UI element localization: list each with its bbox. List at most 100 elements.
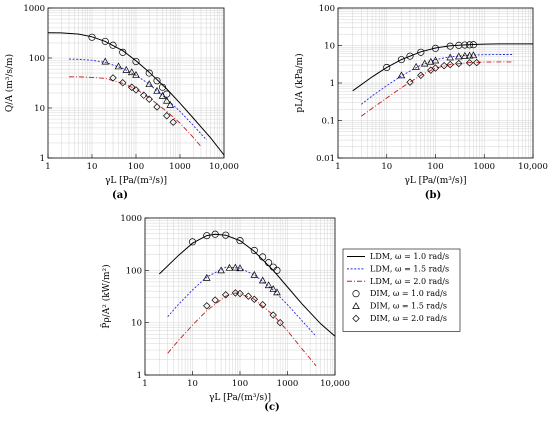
data-marker-triangle <box>273 288 281 296</box>
data-marker-circle <box>431 44 440 52</box>
x-tick-label: 1000 <box>277 379 299 389</box>
data-marker-triangle <box>132 70 140 78</box>
data-marker-triangle <box>162 96 171 104</box>
data-marker-diamond <box>109 74 117 82</box>
legend-entry-label: DIM, ω = 1.5 rad/s <box>370 302 447 311</box>
data-marker-triangle <box>250 270 259 278</box>
data-marker-triangle <box>217 266 225 274</box>
legend-entry-label: DIM, ω = 1.0 rad/s <box>370 289 447 298</box>
legend-entry-label: LDM, ω = 1.5 rad/s <box>370 264 449 273</box>
data-marker-circle <box>109 41 117 49</box>
data-marker-circle <box>383 63 391 71</box>
series-line-2 <box>167 266 317 337</box>
data-marker-circle <box>259 253 267 261</box>
data-marker-triangle <box>465 51 474 59</box>
data-marker-circle <box>119 48 127 56</box>
data-marker-triangle <box>145 80 154 88</box>
y-tick-label: 10 <box>131 319 142 329</box>
series-line-1 <box>158 233 336 337</box>
data-marker-diamond <box>431 64 440 72</box>
data-marker-diamond <box>211 296 219 304</box>
legend-marker-circle <box>352 290 360 298</box>
data-marker-triangle <box>225 263 234 271</box>
x-tick-label: 10 <box>381 162 392 172</box>
x-tick-label: 10,000 <box>518 162 548 172</box>
series-line-1 <box>47 32 225 156</box>
data-marker-circle <box>250 246 258 254</box>
data-marker-triangle <box>166 101 175 108</box>
data-marker-triangle <box>258 276 267 284</box>
chart-panel-b: 1 10 100 1000 10,000 0.01 0.1 1 10 100 γL [Pa/(m³/… <box>294 4 548 201</box>
y-tick-label: 1000 <box>120 214 142 224</box>
data-marker-diamond <box>269 311 277 319</box>
data-marker-circle <box>88 33 96 41</box>
data-marker-circle <box>236 237 244 245</box>
data-marker-triangle <box>269 285 277 292</box>
data-marker-diamond <box>132 86 140 94</box>
data-marker-circle <box>222 231 230 239</box>
series-line-2 <box>361 54 514 105</box>
data-marker-triangle <box>203 273 211 281</box>
data-marker-circle <box>461 41 469 49</box>
y-tick-label: 1 <box>40 154 45 164</box>
x-tick-label: 1 <box>335 162 340 172</box>
x-axis-label: γL [Pa/(m³/s)] <box>209 392 271 403</box>
y-tick-label: 1 <box>330 79 335 89</box>
data-marker-triangle <box>114 62 123 70</box>
x-tick-label: 10,000 <box>320 379 350 389</box>
data-marker-circle <box>203 232 211 240</box>
legend-marker-diamond <box>352 314 360 323</box>
data-marker-circle <box>211 230 219 238</box>
data-marker-diamond <box>417 71 425 80</box>
data-marker-circle <box>101 37 109 45</box>
x-tick-label: 1000 <box>473 162 495 172</box>
data-marker-triangle <box>426 57 435 65</box>
data-marker-diamond <box>163 112 171 120</box>
x-tick-label: 10,000 <box>209 162 239 172</box>
x-tick-label: 100 <box>232 379 248 389</box>
data-marker-diamond <box>119 79 127 87</box>
data-marker-triangle <box>264 281 273 289</box>
panel-label: (c) <box>264 402 280 413</box>
x-axis-label: γL [Pa/(m³/s)] <box>105 175 167 186</box>
panel-label: (b) <box>425 190 441 201</box>
series-line-3 <box>69 76 202 147</box>
data-marker-diamond <box>276 318 284 327</box>
legend-entry-label: DIM, ω = 2.0 rad/s <box>370 314 447 323</box>
legend: LDM, ω = 1.0 rad/s LDM, ω = 1.5 rad/s LDM,… <box>342 248 461 332</box>
data-marker-circle <box>265 259 273 267</box>
y-tick-label: 1 <box>137 371 142 381</box>
data-marker-diamond <box>258 301 267 309</box>
data-marker-triangle <box>122 65 131 73</box>
data-marker-diamond <box>128 83 136 91</box>
data-marker-triangle <box>158 91 167 99</box>
data-marker-diamond <box>231 289 240 297</box>
data-marker-circle <box>158 83 167 91</box>
y-tick-label: 0.1 <box>321 117 335 127</box>
legend-entry-label: LDM, ω = 2.0 rad/s <box>370 277 449 286</box>
chart-panel-c: 1 10 100 1000 10,000 1 10 100 1000 γL [Pa/(m³/s)]… <box>100 214 350 413</box>
y-axis-label: P̄ρ/A² (kW/m²) <box>100 264 112 328</box>
data-marker-circle <box>466 41 474 49</box>
y-axis-label: pL/A (kPa/m) <box>294 53 305 112</box>
series-line-3 <box>167 292 317 367</box>
data-marker-diamond <box>446 60 454 69</box>
x-tick-label: 1 <box>45 162 50 172</box>
data-marker-circle <box>406 52 414 60</box>
series-line-3 <box>361 61 514 117</box>
data-marker-triangle <box>446 53 454 61</box>
y-tick-label: 100 <box>29 54 45 64</box>
y-tick-label: 1000 <box>23 4 45 14</box>
legend-marker-triangle <box>352 302 360 310</box>
data-marker-diamond <box>465 59 474 67</box>
data-marker-circle <box>469 41 477 49</box>
data-marker-triangle <box>153 86 161 94</box>
legend-entry-label: LDM, ω = 1.0 rad/s <box>370 252 449 261</box>
x-tick-label: 10 <box>187 379 198 389</box>
data-marker-triangle <box>420 59 429 67</box>
data-marker-circle <box>417 48 425 56</box>
data-marker-triangle <box>469 51 478 59</box>
data-marker-diamond <box>140 91 148 99</box>
x-tick-label: 10 <box>87 162 98 172</box>
